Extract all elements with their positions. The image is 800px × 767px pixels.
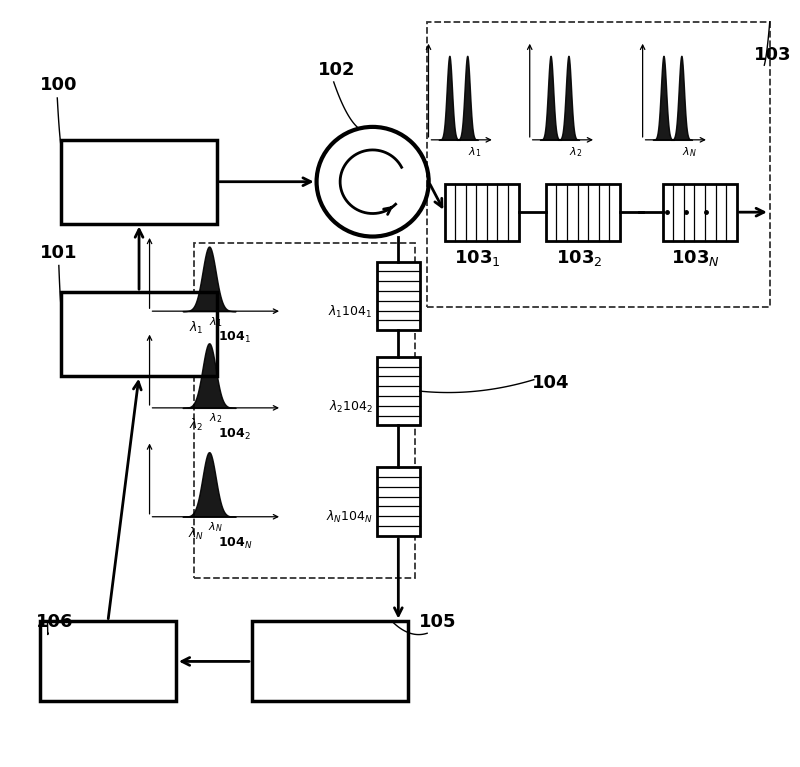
Text: 103: 103 <box>754 46 792 64</box>
Text: $\lambda_2$: $\lambda_2$ <box>570 145 582 159</box>
Bar <box>377 262 420 331</box>
Text: 104: 104 <box>532 374 570 393</box>
Text: $\lambda_2$: $\lambda_2$ <box>209 412 222 426</box>
Text: 103$_1$: 103$_1$ <box>454 249 501 268</box>
Bar <box>194 242 415 578</box>
Text: 103$_N$: 103$_N$ <box>671 249 720 268</box>
Text: 106: 106 <box>35 613 73 631</box>
Text: $\lambda_2$104$_2$: $\lambda_2$104$_2$ <box>329 399 373 415</box>
Text: $\lambda_N$104$_N$: $\lambda_N$104$_N$ <box>326 509 373 525</box>
Bar <box>546 183 620 241</box>
Text: 105: 105 <box>419 613 457 631</box>
Text: 100: 100 <box>40 76 78 94</box>
Bar <box>445 183 518 241</box>
Text: $\lambda_N$: $\lambda_N$ <box>209 521 223 535</box>
Bar <box>61 292 217 376</box>
Text: $\lambda_1$: $\lambda_1$ <box>209 315 222 329</box>
Text: $\lambda_N$: $\lambda_N$ <box>188 526 204 542</box>
Text: $\lambda_2$: $\lambda_2$ <box>189 417 203 433</box>
Text: $\lambda_1$104$_1$: $\lambda_1$104$_1$ <box>329 304 373 320</box>
Bar <box>61 140 217 224</box>
Bar <box>252 621 408 701</box>
Text: 104$_2$: 104$_2$ <box>218 427 251 442</box>
Bar <box>377 357 420 426</box>
Text: $\lambda_1$: $\lambda_1$ <box>189 321 203 337</box>
Text: 103$_2$: 103$_2$ <box>556 249 602 268</box>
Bar <box>40 621 176 701</box>
Text: 102: 102 <box>318 61 356 79</box>
Text: $\lambda_N$: $\lambda_N$ <box>682 145 696 159</box>
Text: $\lambda_1$: $\lambda_1$ <box>468 145 482 159</box>
Bar <box>377 467 420 536</box>
Bar <box>662 183 737 241</box>
Bar <box>427 21 770 308</box>
Text: 104$_1$: 104$_1$ <box>218 331 251 345</box>
Text: 101: 101 <box>40 244 78 262</box>
Text: 104$_N$: 104$_N$ <box>218 536 253 551</box>
